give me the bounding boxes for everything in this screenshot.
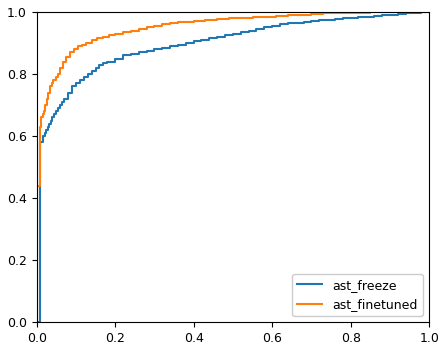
ast_freeze: [340, 16, 346, 20]
ast_finetuned: [238, 16, 244, 20]
ast_finetuned: [128, 29, 133, 33]
ast_finetuned: [44, 97, 50, 101]
ast_finetuned: [34, 320, 39, 325]
ast_freeze: [426, 10, 432, 14]
ast_freeze: [77, 78, 83, 82]
ast_freeze: [183, 41, 189, 45]
ast_freeze: [34, 320, 39, 325]
Line: ast_finetuned: ast_finetuned: [37, 12, 429, 322]
ast_freeze: [59, 100, 65, 104]
ast_freeze: [66, 90, 71, 95]
Legend: ast_freeze, ast_finetuned: ast_freeze, ast_finetuned: [293, 274, 423, 316]
ast_freeze: [348, 16, 353, 20]
ast_finetuned: [40, 112, 45, 117]
Line: ast_freeze: ast_freeze: [37, 12, 429, 322]
ast_finetuned: [55, 72, 61, 76]
ast_finetuned: [426, 10, 432, 14]
ast_finetuned: [36, 184, 41, 188]
ast_finetuned: [391, 10, 396, 14]
